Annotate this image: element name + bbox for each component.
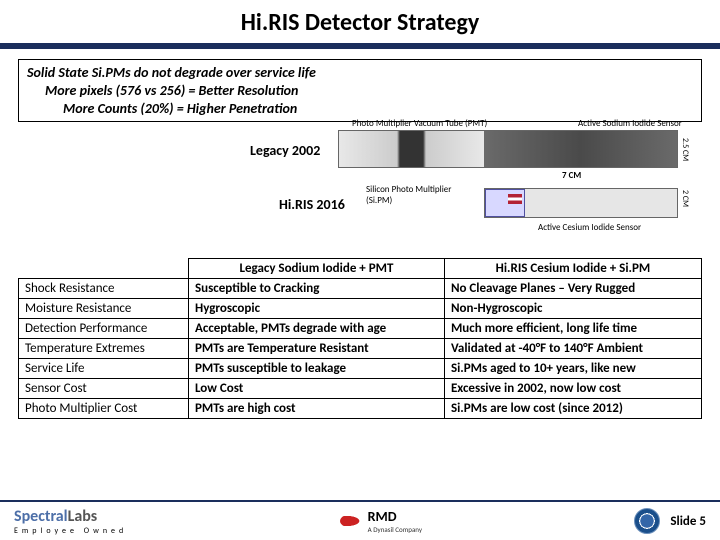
table-row: Photo Multiplier Cost PMTs are high cost… xyxy=(19,398,702,418)
content-area: Solid State Si.PMs do not degrade over s… xyxy=(0,49,720,419)
slide-number: Slide 5 xyxy=(670,514,706,529)
footer: SpectralLabs Employee Owned RMD A Dynasi… xyxy=(0,500,720,540)
legacy-label: Legacy 2002 xyxy=(250,142,320,159)
row-legacy: PMTs are high cost xyxy=(189,398,445,418)
row-legacy: PMTs susceptible to leakage xyxy=(189,358,445,378)
row-hiris: Much more efficient, long life time xyxy=(444,318,701,338)
table-row: Temperature Extremes PMTs are Temperatur… xyxy=(19,338,702,358)
rmd-sub: A Dynasil Company xyxy=(368,525,422,534)
table-header-legacy: Legacy Sodium Iodide + PMT xyxy=(189,258,445,278)
dim-2cm: 2 CM xyxy=(680,190,690,207)
csi-section xyxy=(525,189,677,217)
row-hiris: Excessive in 2002, now low cost xyxy=(444,378,701,398)
row-legacy: Susceptible to Cracking xyxy=(189,278,445,298)
sipm-label: Silicon Photo Multiplier (Si.PM) xyxy=(366,184,476,206)
row-label: Temperature Extremes xyxy=(19,338,189,358)
table-row: Moisture Resistance Hygroscopic Non-Hygr… xyxy=(19,298,702,318)
rmd-swoosh-icon xyxy=(340,514,364,528)
dhs-seal-icon xyxy=(634,508,660,534)
row-legacy: Hygroscopic xyxy=(189,298,445,318)
intro-line-1: Solid State Si.PMs do not degrade over s… xyxy=(27,64,693,82)
table-row: Sensor Cost Low Cost Excessive in 2002, … xyxy=(19,378,702,398)
hiris-label: Hi.RIS 2016 xyxy=(279,196,345,213)
legacy-detector xyxy=(338,130,678,168)
row-label: Service Life xyxy=(19,358,189,378)
table-header-blank xyxy=(19,258,189,278)
table-row: Shock Resistance Susceptible to Cracking… xyxy=(19,278,702,298)
row-label: Shock Resistance xyxy=(19,278,189,298)
table-row: Detection Performance Acceptable, PMTs d… xyxy=(19,318,702,338)
spectral-labs-logo: SpectralLabs Employee Owned xyxy=(14,507,127,536)
row-legacy: Acceptable, PMTs degrade with age xyxy=(189,318,445,338)
spectral-sub: Employee Owned xyxy=(14,526,127,536)
nai-section xyxy=(484,131,677,167)
intro-line-3: More Counts (20%) = Higher Penetration xyxy=(27,100,693,118)
detector-diagram: Photo Multiplier Vacuum Tube (PMT) Activ… xyxy=(18,124,702,254)
pmt-section xyxy=(339,131,484,167)
comparison-table: Legacy Sodium Iodide + PMT Hi.RIS Cesium… xyxy=(18,258,702,419)
row-hiris: Validated at -40°F to 140°F Ambient xyxy=(444,338,701,358)
row-hiris: No Cleavage Planes – Very Rugged xyxy=(444,278,701,298)
row-hiris: Si.PMs aged to 10+ years, like new xyxy=(444,358,701,378)
row-label: Photo Multiplier Cost xyxy=(19,398,189,418)
row-hiris: Si.PMs are low cost (since 2012) xyxy=(444,398,701,418)
title-bar: Hi.RIS Detector Strategy xyxy=(0,0,720,49)
rmd-logo: RMD A Dynasil Company xyxy=(340,508,422,534)
pmt-label: Photo Multiplier Vacuum Tube (PMT) xyxy=(352,118,487,129)
labs-text: Labs xyxy=(68,507,98,526)
nai-label: Active Sodium Iodide Sensor xyxy=(578,118,682,129)
table-header-hiris: Hi.RIS Cesium Iodide + Si.PM xyxy=(444,258,701,278)
dim-25cm: 2.5 CM xyxy=(680,138,690,161)
csi-label: Active Cesium Iodide Sensor xyxy=(538,222,641,233)
row-label: Detection Performance xyxy=(19,318,189,338)
intro-line-2: More pixels (576 vs 256) = Better Resolu… xyxy=(27,82,693,100)
row-legacy: PMTs are Temperature Resistant xyxy=(189,338,445,358)
row-hiris: Non-Hygroscopic xyxy=(444,298,701,318)
page-title: Hi.RIS Detector Strategy xyxy=(0,8,720,37)
spectral-text: Spectral xyxy=(14,507,68,526)
hiris-detector xyxy=(484,188,678,218)
table-row: Service Life PMTs susceptible to leakage… xyxy=(19,358,702,378)
sipm-section xyxy=(485,189,525,217)
intro-box: Solid State Si.PMs do not degrade over s… xyxy=(18,59,702,122)
table-header-row: Legacy Sodium Iodide + PMT Hi.RIS Cesium… xyxy=(19,258,702,278)
row-label: Sensor Cost xyxy=(19,378,189,398)
rmd-text: RMD xyxy=(368,508,397,525)
row-legacy: Low Cost xyxy=(189,378,445,398)
row-label: Moisture Resistance xyxy=(19,298,189,318)
dim-7cm: 7 CM xyxy=(562,170,581,181)
